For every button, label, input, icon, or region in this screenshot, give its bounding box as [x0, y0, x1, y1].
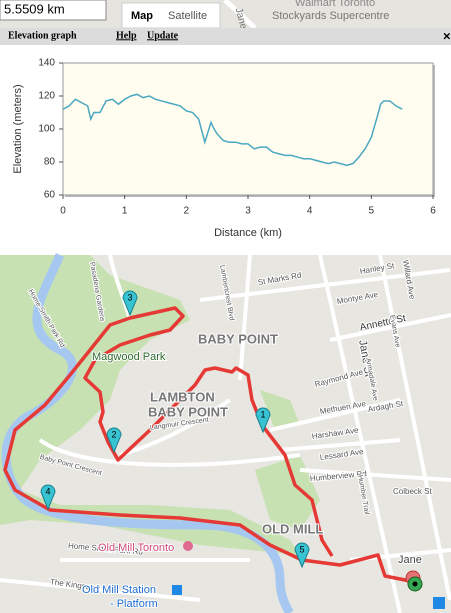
marker-label: 2	[111, 429, 116, 439]
route	[3, 306, 416, 584]
park	[255, 455, 320, 530]
metro-icon	[433, 597, 445, 609]
map-label: BABY POINT	[148, 404, 228, 419]
map-label: BABY POINT	[198, 331, 278, 346]
map-label: Colbeck St	[393, 487, 432, 496]
map-label: LAMBTON	[150, 389, 215, 404]
map-button[interactable]: Map	[131, 10, 153, 22]
close-button[interactable]: ×	[443, 28, 451, 43]
metro-icon	[172, 585, 182, 595]
x-tick-label: 1	[122, 206, 128, 217]
map-label: Old Mill Station	[82, 584, 156, 596]
distance-box	[0, 0, 107, 21]
pin-dot	[412, 581, 418, 587]
y-tick-label: 120	[38, 91, 55, 102]
y-tick-label: 80	[44, 157, 56, 168]
park	[0, 255, 300, 555]
map-label: Magwood Park	[92, 351, 166, 363]
map-label: Old Mill Toronto	[98, 542, 174, 554]
marker-label: 1	[260, 409, 265, 419]
update-link[interactable]: Update	[147, 30, 179, 41]
x-tick-label: 2	[184, 206, 190, 217]
distance: 5.5509 km	[4, 1, 65, 16]
x-tick-label: 5	[369, 206, 375, 217]
map-label: - Platform	[110, 598, 158, 610]
marker-pin	[40, 484, 56, 511]
end-markers	[172, 541, 445, 609]
panel-title: Elevation graph	[8, 30, 77, 41]
marker-label: 3	[127, 292, 132, 302]
x-tick-label: 0	[60, 206, 66, 217]
x-tick-label: 3	[245, 206, 251, 217]
y-tick-label: 100	[38, 124, 55, 135]
park	[260, 390, 300, 430]
x-axis-title: Distance (km)	[214, 227, 282, 239]
plot-area	[62, 62, 434, 196]
marker-pin	[294, 542, 310, 569]
road	[223, 0, 257, 30]
panel-header	[0, 28, 451, 45]
marker-pin	[122, 290, 138, 317]
map-label: Jane	[398, 554, 422, 566]
x-tick-label: 6	[430, 206, 436, 217]
y-axis-title: Elevation (meters)	[12, 84, 24, 173]
satellite-button[interactable]: Satellite	[168, 10, 207, 22]
x-tick-label: 4	[307, 206, 313, 217]
y-tick-label: 140	[38, 58, 55, 69]
marker-label: 5	[299, 544, 304, 554]
map-label: Walmart Toronto	[295, 0, 375, 9]
poi-icon	[183, 541, 193, 551]
roads	[0, 254, 451, 613]
river	[1, 253, 294, 613]
map-label: OLD MILL	[262, 521, 323, 536]
chart: 60 80 100 120 140 0 1 2 3 4 5 6	[38, 58, 436, 217]
map-type-control	[121, 2, 221, 29]
marker-pin	[255, 407, 271, 434]
marker-label: 4	[45, 486, 50, 496]
map-label: Stockyards Supercentre	[272, 10, 389, 22]
elevation-line	[62, 93, 403, 167]
markers: 1 2 3 4 5	[40, 290, 310, 569]
help-link[interactable]: Help	[116, 30, 137, 41]
marker-pin	[106, 427, 122, 454]
y-tick-label: 60	[44, 190, 56, 201]
